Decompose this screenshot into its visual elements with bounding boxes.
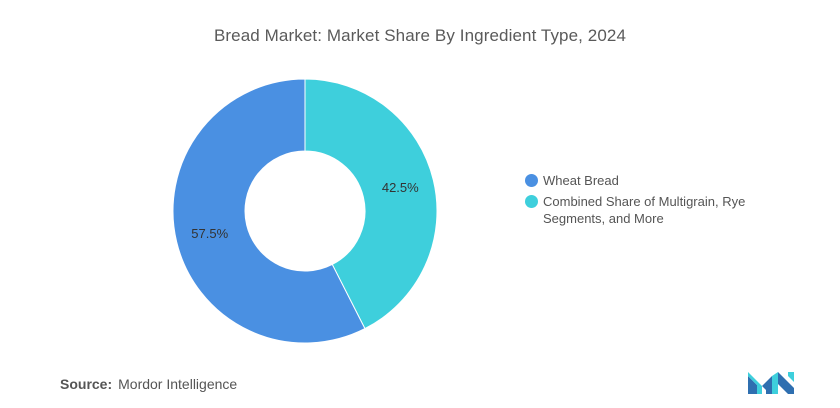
data-label-wheat-bread: 57.5% <box>191 226 228 241</box>
chart-title: Bread Market: Market Share By Ingredient… <box>213 26 627 45</box>
legend-swatch-combined-share <box>525 195 538 208</box>
legend-label-combined-share: Combined Share of Multigrain, Rye Segmen… <box>543 194 746 226</box>
chart-legend: Wheat Bread Combined Share of Multigrain… <box>525 172 795 231</box>
data-label-combined-share: 42.5% <box>382 180 419 195</box>
donut-slice-wheat-bread <box>172 78 366 344</box>
donut-slice-combined-share <box>304 78 438 330</box>
source-label: Source: <box>60 376 113 392</box>
mordor-intelligence-logo-icon <box>748 372 794 394</box>
source-value: Mordor Intelligence <box>118 376 238 392</box>
source-note: Source: Mordor Intelligence <box>60 376 237 392</box>
legend-item-combined-share: Combined Share of Multigrain, Rye Segmen… <box>525 193 795 227</box>
legend-swatch-wheat-bread <box>525 174 538 187</box>
legend-label-wheat-bread: Wheat Bread <box>543 173 619 188</box>
legend-item-wheat-bread: Wheat Bread <box>525 172 795 189</box>
